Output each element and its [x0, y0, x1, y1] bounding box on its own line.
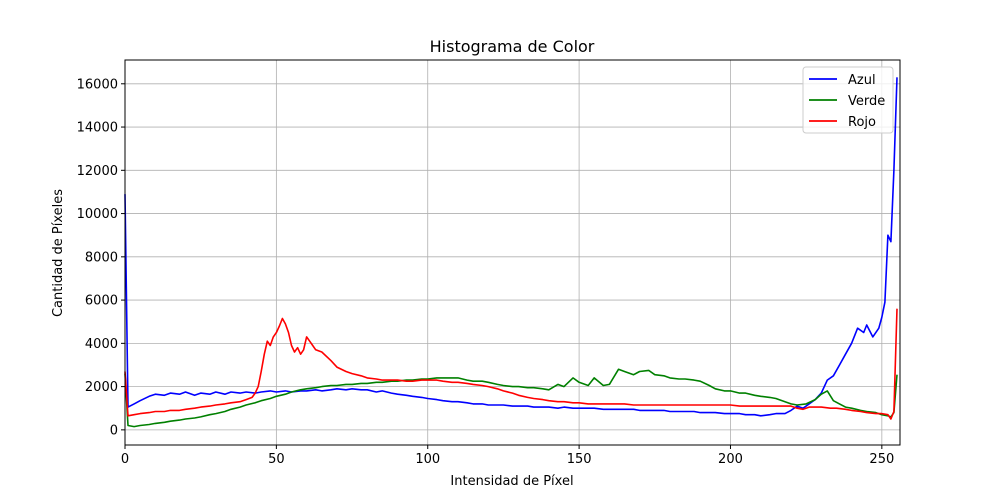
series-line-verde — [124, 368, 898, 428]
y-tick-label: 12000 — [77, 164, 118, 179]
plot-area-frame — [124, 59, 901, 446]
x-tick-label: 250 — [869, 452, 894, 467]
y-tick-label: 4000 — [85, 337, 118, 352]
x-tick-label: 150 — [567, 452, 592, 467]
legend: Azul Verde Rojo — [802, 66, 894, 134]
grid-layer — [124, 60, 900, 445]
y-axis: 0 2000 4000 6000 8000 10000 12000 14000 16000 — [77, 77, 125, 438]
series-layer — [124, 77, 898, 428]
x-tick-label: 0 — [121, 452, 129, 467]
series-line-rojo — [124, 308, 898, 420]
series-line-azul — [124, 77, 898, 417]
x-axis: 0 50 100 150 200 250 — [121, 445, 894, 467]
y-tick-label: 0 — [110, 423, 118, 438]
x-tick-label: 200 — [718, 452, 743, 467]
y-tick-label: 2000 — [85, 380, 118, 395]
y-tick-label: 16000 — [77, 77, 118, 92]
y-tick-label: 14000 — [77, 121, 118, 136]
y-tick-label: 6000 — [85, 294, 118, 309]
y-tick-label: 10000 — [77, 207, 118, 222]
x-axis-label: Intensidad de Píxel — [450, 474, 573, 489]
y-tick-label: 8000 — [85, 250, 118, 265]
legend-label: Azul — [848, 73, 876, 88]
chart-title: Histograma de Color — [430, 37, 595, 56]
y-axis-label: Cantidad de Píxeles — [51, 189, 66, 317]
legend-label: Rojo — [848, 115, 876, 130]
legend-box — [802, 66, 894, 134]
x-tick-label: 50 — [268, 452, 285, 467]
legend-label: Verde — [848, 94, 885, 109]
x-tick-label: 100 — [415, 452, 440, 467]
